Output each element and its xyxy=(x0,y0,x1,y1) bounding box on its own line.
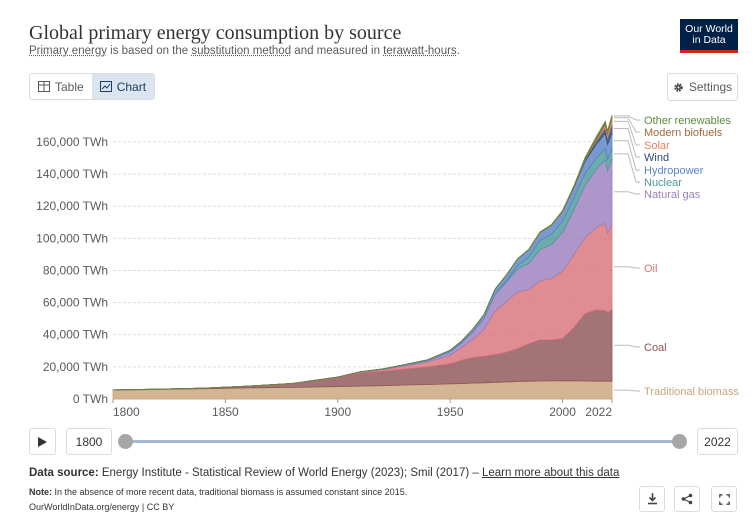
subtitle-text-1: is based on the xyxy=(106,45,192,57)
table-icon xyxy=(38,81,50,92)
note-text: In the absence of more recent data, trad… xyxy=(52,487,408,497)
timeline-start-handle[interactable] xyxy=(118,434,133,449)
share-icon xyxy=(681,493,693,505)
y-tick-label: 40,000 TWh xyxy=(43,328,108,342)
primary-energy-link[interactable]: Primary energy xyxy=(29,45,107,57)
subtitle-text-3: . xyxy=(456,45,460,57)
substitution-method-link[interactable]: substitution method xyxy=(191,45,292,57)
series-label: Hydropower xyxy=(644,165,704,177)
y-axis-ticks: 0 TWh 20,000 TWh 40,000 TWh 60,000 TWh 80,00… xyxy=(36,135,108,406)
tab-table-label: Table xyxy=(55,79,84,94)
y-tick-label: 0 TWh xyxy=(73,392,108,406)
x-tick-label: 2000 xyxy=(549,405,576,419)
series-label: Other renewables xyxy=(644,115,731,127)
label-connector xyxy=(614,344,640,348)
credit-line: OurWorldInData.org/energy | CC BY xyxy=(29,502,175,512)
tab-chart[interactable]: Chart xyxy=(91,74,155,99)
label-connector xyxy=(614,266,640,269)
settings-button[interactable]: Settings xyxy=(667,73,738,101)
y-tick-label: 100,000 TWh xyxy=(36,231,108,245)
subtitle-text-2: and measured in xyxy=(291,45,384,57)
stacked-areas xyxy=(112,115,613,400)
gear-icon xyxy=(674,82,683,92)
owid-logo[interactable]: Our World in Data xyxy=(680,19,738,53)
timeline-end-handle[interactable] xyxy=(672,434,687,449)
play-button[interactable] xyxy=(29,428,56,455)
x-tick-label: 2022 xyxy=(585,405,612,419)
label-connector xyxy=(614,140,640,171)
series-label: Coal xyxy=(644,342,667,354)
area-other-renewables xyxy=(112,115,613,391)
label-connector xyxy=(614,128,640,158)
settings-label: Settings xyxy=(688,80,733,94)
series-label: Oil xyxy=(644,263,657,275)
chart-subtitle: Primary energy is based on the substitut… xyxy=(29,45,460,57)
download-button[interactable] xyxy=(639,486,665,512)
y-tick-label: 20,000 TWh xyxy=(43,360,108,374)
x-tick-label: 1900 xyxy=(324,405,351,419)
tab-table[interactable]: Table xyxy=(30,74,92,99)
logo-line-2: in Data xyxy=(692,34,726,46)
series-label: Solar xyxy=(644,140,670,152)
label-connector xyxy=(614,191,640,195)
tab-chart-label: Chart xyxy=(116,79,147,94)
source-text: Energy Institute - Statistical Review of… xyxy=(98,467,482,479)
label-connector xyxy=(614,389,640,392)
series-label: Modern biofuels xyxy=(644,127,723,139)
y-tick-label: 120,000 TWh xyxy=(36,199,108,213)
label-connector xyxy=(614,117,640,133)
x-tick-label: 1950 xyxy=(437,405,464,419)
series-label: Nuclear xyxy=(644,177,682,189)
label-connector xyxy=(614,115,640,121)
series-label: Wind xyxy=(644,152,669,164)
chart-icon xyxy=(99,81,112,92)
label-connector xyxy=(614,153,640,183)
series-label: Traditional biomass xyxy=(644,386,739,398)
y-tick-label: 160,000 TWh xyxy=(36,135,108,149)
source-label: Data source: xyxy=(29,467,99,479)
download-icon xyxy=(647,493,657,505)
energy-chart: 0 TWh 20,000 TWh 40,000 TWh 60,000 TWh 80,00… xyxy=(36,115,739,419)
y-tick-label: 60,000 TWh xyxy=(43,296,108,310)
data-source: Data source: Energy Institute - Statisti… xyxy=(29,467,619,479)
share-button[interactable] xyxy=(674,486,700,512)
logo-line-1: Our World xyxy=(685,23,733,35)
chart-note: Note: In the absence of more recent data… xyxy=(29,487,407,497)
x-tick-label: 1850 xyxy=(212,405,239,419)
play-icon xyxy=(38,436,47,447)
chart-title: Global primary energy consumption by sou… xyxy=(29,22,402,44)
x-axis-ticks: 1800 1850 1900 1950 2000 2022 xyxy=(112,399,613,419)
label-connector xyxy=(614,120,640,146)
note-label: Note: xyxy=(29,487,52,497)
learn-more-link[interactable]: Learn more about this data xyxy=(481,467,620,479)
series-label: Natural gas xyxy=(644,189,701,201)
y-tick-label: 80,000 TWh xyxy=(43,263,108,277)
expand-icon xyxy=(718,493,730,505)
fullscreen-button[interactable] xyxy=(711,486,737,512)
x-tick-label: 1800 xyxy=(113,405,140,419)
view-toggle: Table Chart xyxy=(29,73,156,100)
start-year-box[interactable]: 1800 xyxy=(66,428,112,455)
timeline-track[interactable] xyxy=(125,440,680,443)
y-tick-label: 140,000 TWh xyxy=(36,167,108,181)
end-year-box[interactable]: 2022 xyxy=(697,428,738,455)
terawatt-hours-link[interactable]: terawatt-hours xyxy=(383,45,457,57)
